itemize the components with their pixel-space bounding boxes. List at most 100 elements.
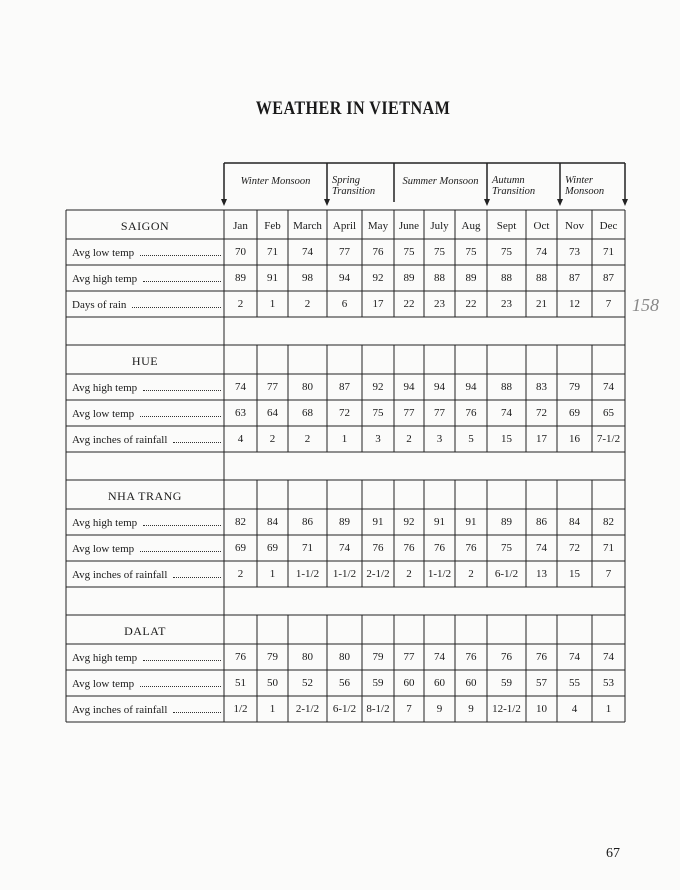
cell-value: 74	[302, 246, 313, 258]
cell-value: 2	[269, 433, 276, 445]
month-header: Jan	[233, 220, 248, 232]
cell-value: 12	[569, 298, 580, 310]
leader-dots	[143, 660, 221, 661]
leader-dots	[140, 255, 221, 256]
cell-value: 76	[434, 542, 445, 554]
arrow	[221, 199, 227, 206]
cell-value: 74	[603, 381, 614, 393]
row-label-text: Days of rain	[72, 299, 127, 311]
cell-value: 56	[339, 677, 350, 689]
cell-value: 75	[501, 542, 512, 554]
cell-value: 23	[434, 298, 445, 310]
cell-value: 80	[302, 381, 313, 393]
row-label-text: Avg high temp	[72, 517, 138, 529]
cell-value: 76	[372, 542, 384, 554]
cell-value: 76	[465, 407, 477, 419]
cell-value: 68	[302, 407, 313, 419]
row-label: Avg high temp	[72, 650, 223, 664]
cell-value: 9	[468, 703, 474, 715]
leader-dots	[140, 416, 221, 417]
leader-dots	[173, 442, 221, 443]
cell-value: 3	[375, 433, 381, 445]
cell-value: 74	[434, 651, 445, 663]
cell-value: 76	[235, 651, 246, 663]
cell-value: 1-1/2	[427, 568, 452, 580]
month-header: Dec	[599, 220, 618, 232]
cell-value: 13	[536, 568, 547, 580]
cell-value: 71	[603, 246, 614, 258]
cell-value: 79	[569, 381, 580, 393]
cell-value: 7	[605, 298, 612, 310]
page-number: 67	[606, 846, 620, 861]
cell-value: 88	[501, 272, 512, 284]
title: WEATHER IN VIETNAM	[255, 98, 451, 119]
cell-value: 84	[569, 516, 580, 528]
cell-value: 60	[403, 677, 415, 689]
cell-value: 94	[465, 381, 477, 393]
cell-value: 80	[339, 651, 350, 663]
cell-value: 92	[372, 272, 384, 284]
month-header: Oct	[533, 220, 550, 232]
cell-value: 86	[536, 516, 547, 528]
cell-value: 74	[339, 542, 350, 554]
month-header: May	[367, 220, 389, 232]
cell-value: 94	[339, 272, 350, 284]
season-label: Autumn Transition	[492, 175, 536, 197]
cell-value: 1-1/2	[295, 568, 320, 580]
row-label-text: Avg inches of rainfall	[72, 569, 168, 581]
cell-value: 76	[465, 651, 477, 663]
row-label-text: Avg low temp	[72, 678, 135, 690]
cell-value: 75	[501, 246, 512, 258]
arrow	[324, 199, 330, 206]
cell-value: 2	[237, 298, 244, 310]
cell-value: 88	[536, 272, 547, 284]
leader-dots	[143, 525, 221, 526]
cell-value: 71	[603, 542, 614, 554]
cell-value: 88	[434, 272, 445, 284]
cell-value: 72	[569, 542, 580, 554]
cell-value: 71	[267, 246, 278, 258]
cell-value: 2	[406, 433, 412, 445]
cell-value: 82	[235, 516, 246, 528]
cell-value: 94	[434, 381, 445, 393]
row-label-text: Avg high temp	[72, 273, 138, 285]
cell-value: 23	[501, 298, 512, 310]
cell-value: 4	[237, 433, 244, 445]
cell-value: 2-1/2	[295, 703, 320, 715]
cell-value: 64	[267, 407, 278, 419]
cell-value: 86	[302, 516, 313, 528]
cell-value: 1-1/2	[332, 568, 357, 580]
leader-dots	[143, 281, 221, 282]
cell-value: 1	[269, 298, 276, 310]
leader-dots	[132, 307, 221, 308]
row-label: Avg inches of rainfall	[72, 567, 223, 581]
cell-value: 87	[339, 381, 350, 393]
month-header: June	[398, 220, 420, 232]
cell-value: 71	[302, 542, 313, 554]
city-name: NHA TRANG	[108, 489, 182, 503]
cell-value: 15	[501, 433, 512, 445]
cell-value: 59	[372, 677, 384, 689]
cell-value: 87	[603, 272, 614, 284]
cell-value: 50	[267, 677, 278, 689]
cell-value: 91	[267, 272, 278, 284]
city-name: HUE	[131, 354, 159, 368]
cell-value: 70	[235, 246, 246, 258]
cell-value: 6-1/2	[494, 568, 519, 580]
month-header: Nov	[565, 220, 584, 232]
row-label-text: Avg low temp	[72, 247, 135, 259]
month-header: July	[430, 220, 449, 232]
cell-value: 22	[403, 298, 415, 310]
cell-value: 52	[302, 677, 313, 689]
leader-dots	[173, 712, 221, 713]
city-name: SAIGON	[120, 219, 170, 233]
leader-dots	[140, 551, 221, 552]
row-label: Avg high temp	[72, 380, 223, 394]
row-label: Avg high temp	[72, 271, 223, 285]
cell-value: 17	[372, 298, 384, 310]
cell-value: 15	[569, 568, 580, 580]
cell-value: 69	[267, 542, 278, 554]
arrow	[557, 199, 563, 206]
cell-value: 1	[269, 568, 276, 580]
